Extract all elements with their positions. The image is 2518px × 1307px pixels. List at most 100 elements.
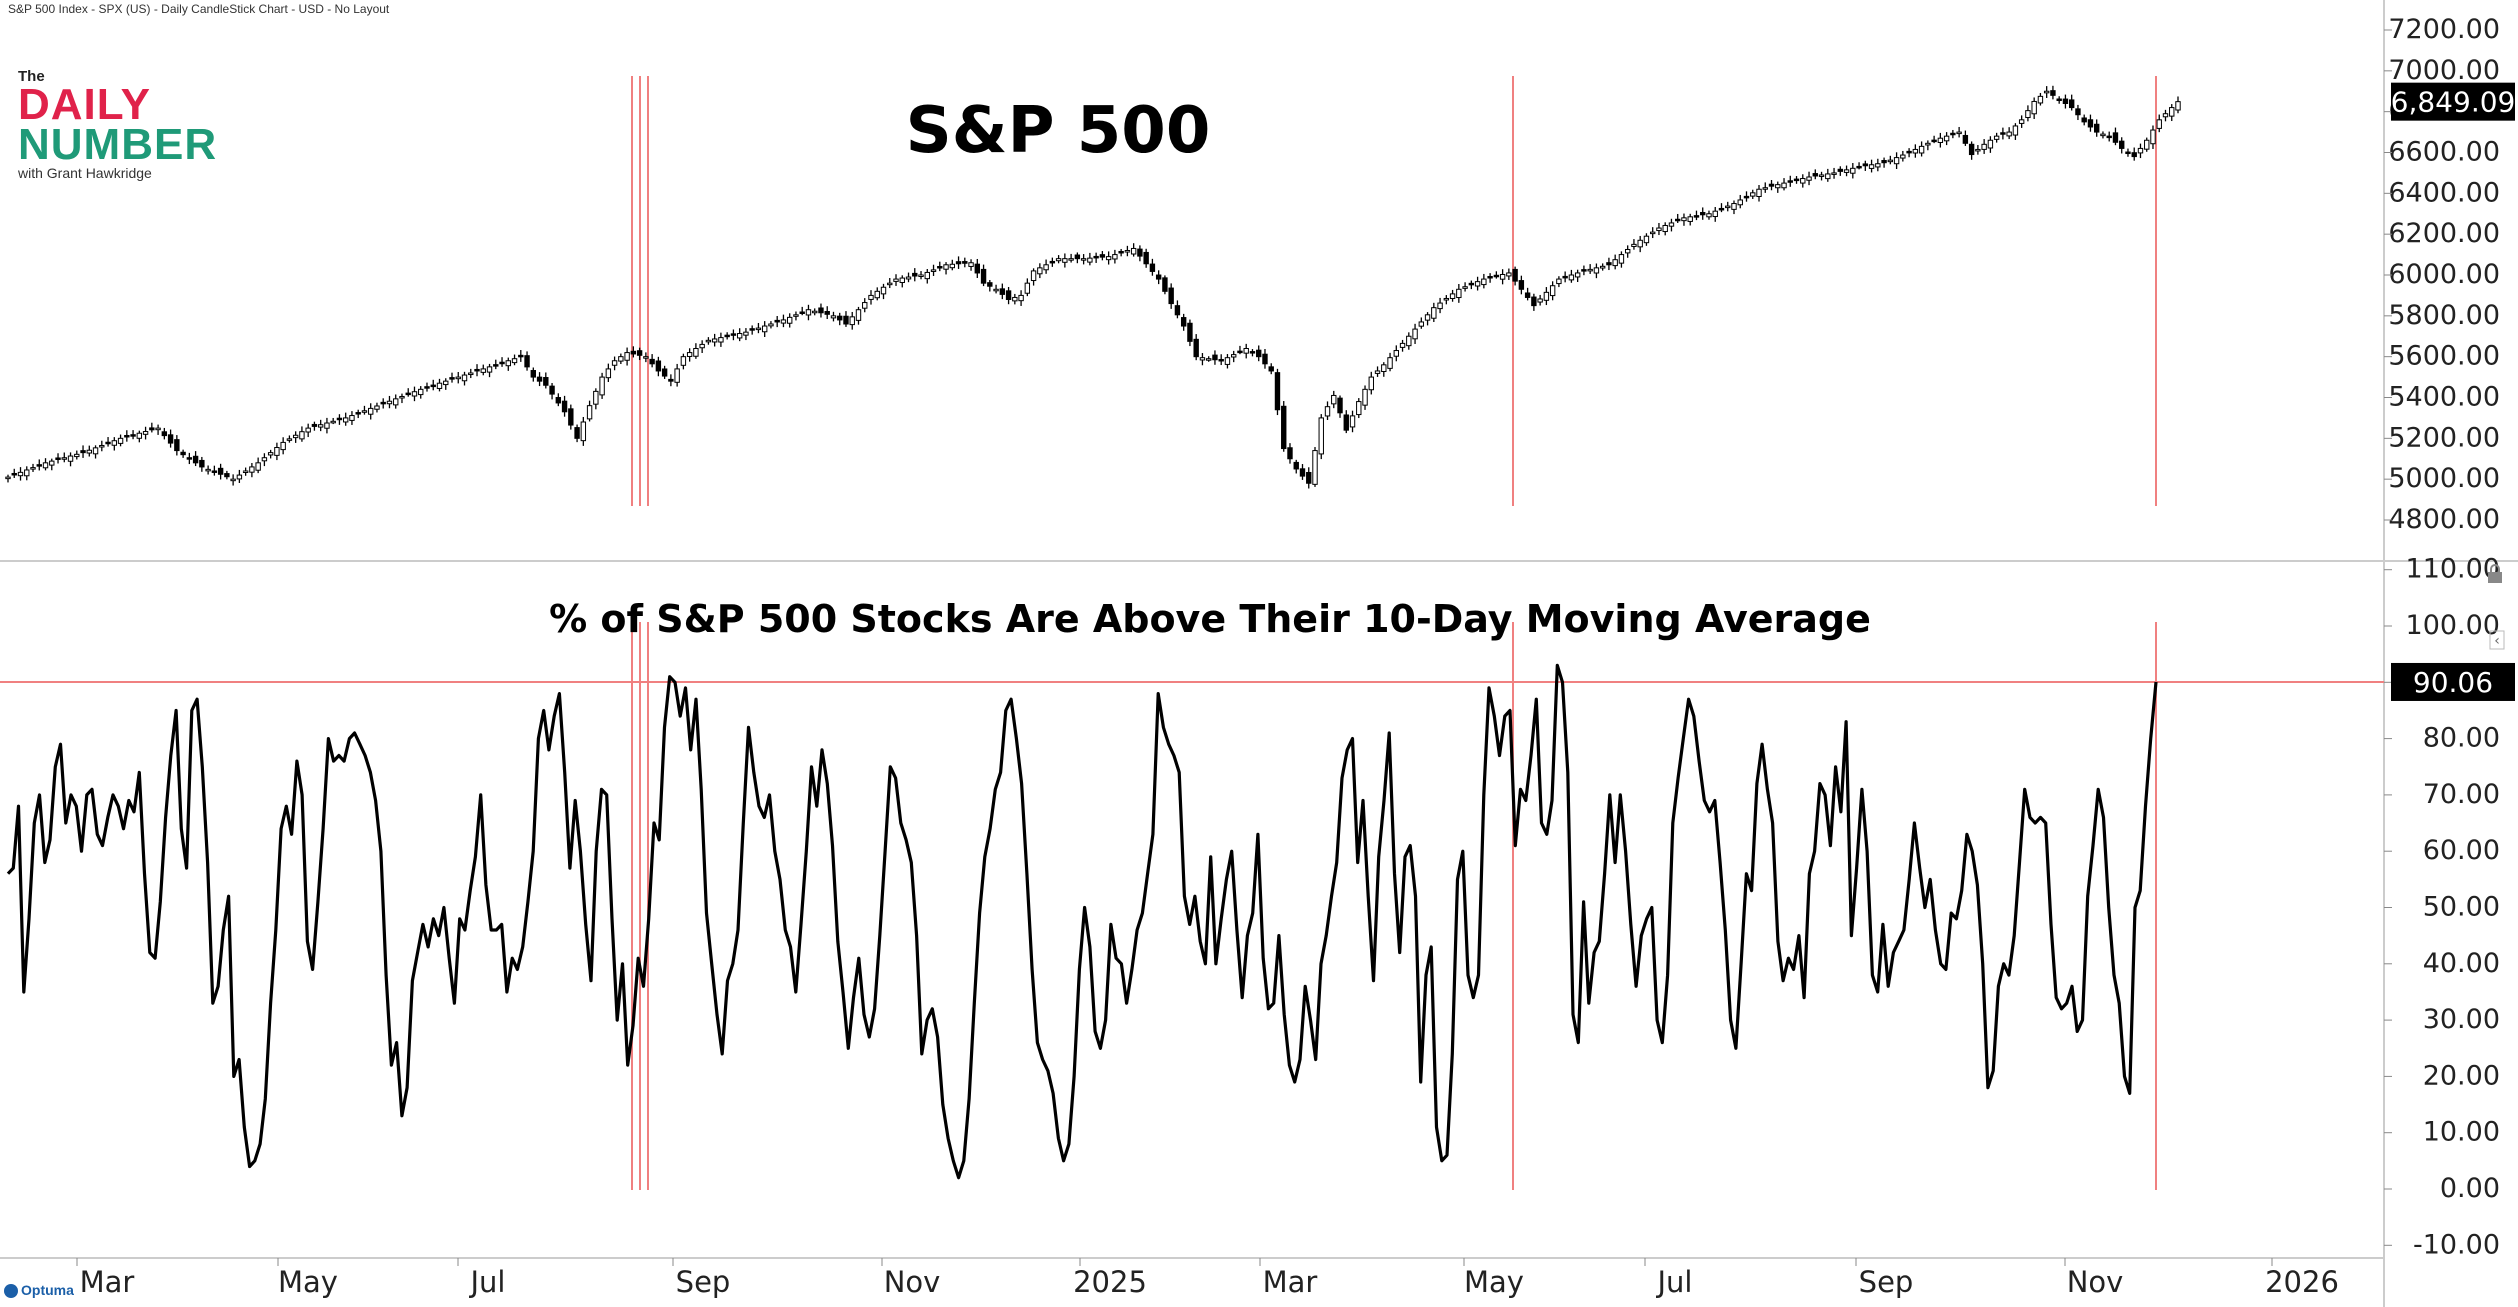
svg-text:‹: ‹ <box>2494 633 2500 649</box>
y-tick-label: 7000.00 <box>2388 55 2500 86</box>
candle-body <box>1143 251 1149 265</box>
candle-body <box>1487 276 1493 279</box>
candle-body <box>1399 342 1406 348</box>
candle-body <box>812 310 818 314</box>
candle-body <box>1406 335 1412 347</box>
candle-body <box>568 408 574 426</box>
candle-body <box>1374 370 1381 374</box>
candle-body <box>1868 164 1875 169</box>
candle-body <box>1499 273 1506 280</box>
candle-body <box>1987 139 1994 149</box>
candle-body <box>117 437 124 444</box>
candle-body <box>105 441 111 445</box>
candle-body <box>1912 148 1919 154</box>
y-tick-label: 5800.00 <box>2388 300 2500 331</box>
candle-body <box>411 391 418 397</box>
logo-the: The <box>18 68 45 85</box>
candle-body <box>580 421 587 442</box>
candle-body <box>1706 213 1712 218</box>
candle-body <box>1993 135 2000 140</box>
lock-icon[interactable] <box>2488 564 2502 583</box>
candle-body <box>1243 348 1249 354</box>
candle-body <box>1287 447 1293 460</box>
candle-body <box>1887 159 1894 163</box>
candle-body <box>1787 180 1793 183</box>
candle-body <box>724 334 730 338</box>
candle-body <box>1512 268 1518 282</box>
candle-body <box>1962 134 1969 144</box>
candle-body <box>368 407 374 415</box>
candle-body <box>755 327 762 331</box>
y-tick-label: 60.00 <box>2423 835 2500 866</box>
candle-body <box>999 288 1006 295</box>
chart-title-breadth: % of S&P 500 Stocks Are Above Their 10-D… <box>549 597 1871 641</box>
candle-body <box>2100 133 2106 137</box>
candle-body <box>693 348 699 357</box>
chart-info-header: S&P 500 Index - SPX (US) - Daily CandleS… <box>8 2 390 16</box>
y-tick-label: 7200.00 <box>2388 14 2500 45</box>
candle-body <box>511 358 518 364</box>
candle-body <box>2031 100 2037 115</box>
candle-body <box>1306 471 1312 484</box>
candle-body <box>486 366 493 373</box>
candle-body <box>374 405 380 410</box>
collapse-arrow-icon[interactable]: ‹ <box>2489 630 2505 650</box>
candle-body <box>1099 254 1106 258</box>
candle-body <box>1337 397 1343 414</box>
candle-body <box>5 476 11 480</box>
candle-body <box>161 431 168 437</box>
candle-body <box>1875 163 1881 168</box>
candle-body <box>1975 148 1981 152</box>
candle-body <box>1118 250 1124 254</box>
candle-body <box>111 440 118 446</box>
candle-body <box>1612 259 1618 267</box>
candle-body <box>1675 218 1681 222</box>
candle-body <box>893 278 899 282</box>
candle-body <box>636 350 643 356</box>
candle-body <box>1968 143 1975 156</box>
candle-body <box>618 356 624 362</box>
candle-body <box>787 316 793 324</box>
candle-body <box>630 350 637 355</box>
candle-body <box>342 417 349 423</box>
candle-body <box>2119 140 2125 149</box>
candle-body <box>1637 239 1643 248</box>
candle-body <box>1781 182 1787 189</box>
candle-body <box>543 377 549 386</box>
candle-body <box>1349 415 1356 428</box>
candle-body <box>974 263 981 274</box>
candle-body <box>2075 108 2081 116</box>
y-tick-label: 6600.00 <box>2388 137 2500 168</box>
candle-body <box>855 309 862 321</box>
candle-body <box>242 470 249 473</box>
y-tick-label: 70.00 <box>2423 779 2500 810</box>
candle-body <box>280 441 286 451</box>
candle-body <box>1249 351 1256 354</box>
candle-body <box>424 386 430 389</box>
candle-body <box>205 468 211 472</box>
candle-body <box>1893 157 1900 165</box>
candle-body <box>1356 401 1362 416</box>
candle-body <box>336 417 343 421</box>
candle-body <box>217 467 224 475</box>
candle-body <box>1737 199 1743 206</box>
candle-body <box>749 328 755 331</box>
candle-body <box>1174 305 1181 316</box>
candle-body <box>505 360 511 367</box>
candle-body <box>837 315 843 321</box>
candle-body <box>980 268 987 284</box>
candle-body <box>1424 314 1431 321</box>
candle-body <box>42 462 49 469</box>
candle-body <box>399 395 405 399</box>
candle-body <box>518 354 524 358</box>
candle-body <box>1568 274 1575 281</box>
candle-body <box>943 264 949 270</box>
candle-body <box>874 290 880 299</box>
candle-body <box>443 380 449 386</box>
candle-body <box>1493 274 1500 278</box>
candle-body <box>286 438 293 441</box>
candle-body <box>2081 117 2087 123</box>
candle-body <box>624 352 630 361</box>
candle-body <box>1950 132 1956 136</box>
candle-body <box>305 427 311 433</box>
